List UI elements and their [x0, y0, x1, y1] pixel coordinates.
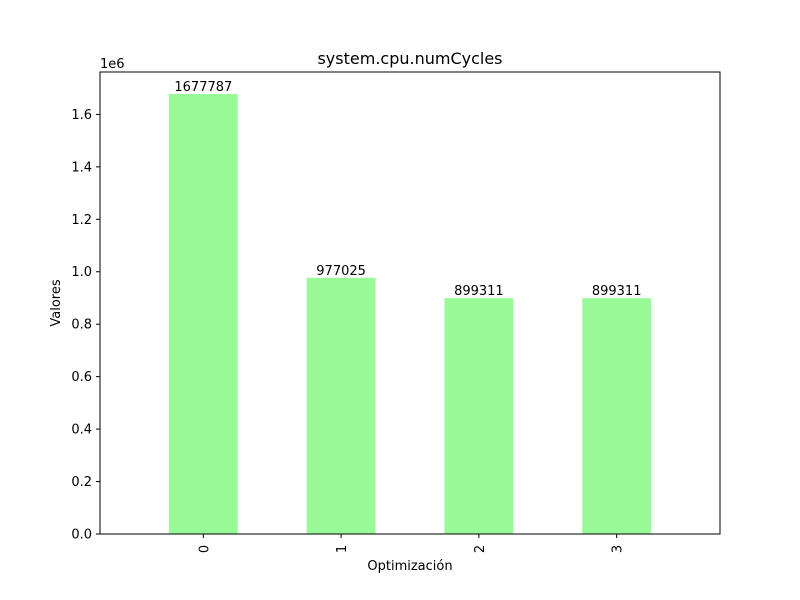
bar-0	[168, 93, 238, 535]
y-axis: 0.0 0.2 0.4 0.6 0.8 1.0 1.2 1.4 1.6	[71, 108, 100, 543]
y-axis-label: Valores	[49, 279, 64, 326]
data-labels-group: 1677787 977025 899311 899311	[174, 80, 641, 299]
y-tick-label-6: 1.2	[71, 213, 92, 228]
x-axis: 0 1 2 3	[197, 534, 626, 553]
data-label-3: 899311	[592, 284, 642, 299]
y-tick-label-3: 0.6	[71, 370, 92, 385]
data-label-0: 1677787	[174, 80, 232, 95]
x-tick-label-1: 1	[335, 545, 350, 553]
y-scale-label: 1e6	[100, 57, 125, 72]
y-tick-label-0: 0.0	[71, 528, 92, 543]
x-tick-label-0: 0	[197, 545, 212, 553]
y-tick-label-5: 1.0	[71, 265, 92, 280]
bars-group	[168, 93, 652, 535]
plot-frame	[99, 71, 721, 535]
x-tick-label-2: 2	[473, 545, 488, 553]
bar-2	[444, 298, 514, 534]
y-tick-label-2: 0.4	[71, 423, 92, 438]
y-tick-label-8: 1.6	[71, 108, 92, 123]
bar-1	[306, 277, 376, 534]
x-axis-label: Optimización	[367, 559, 452, 574]
bar-3	[582, 298, 652, 534]
y-tick-label-7: 1.4	[71, 160, 92, 175]
data-label-1: 977025	[316, 264, 366, 279]
chart-title: system.cpu.numCycles	[317, 49, 502, 68]
data-label-2: 899311	[454, 284, 504, 299]
y-tick-label-4: 0.8	[71, 318, 92, 333]
y-tick-label-1: 0.2	[71, 475, 92, 490]
x-tick-label-3: 3	[611, 545, 626, 553]
